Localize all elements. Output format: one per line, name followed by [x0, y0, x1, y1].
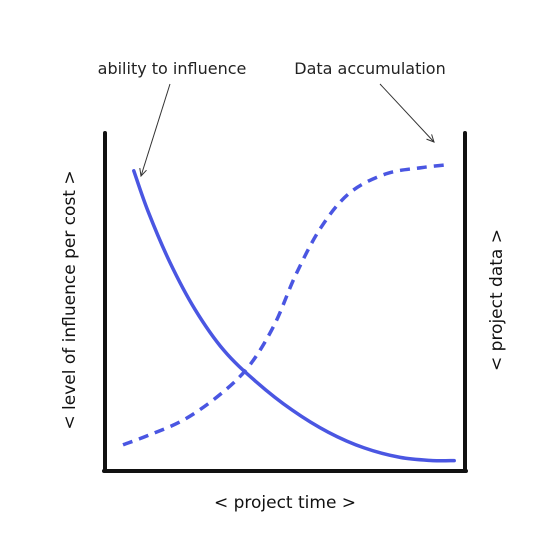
series-line-data-accumulation: [122, 162, 451, 447]
x-axis-label: < project time >: [214, 493, 356, 513]
series-line-ability-to-influence: [132, 169, 456, 463]
annotation-ability-to-influence-text: ability to influence: [98, 59, 247, 78]
annotation-data-accumulation-arrow: [379, 83, 435, 143]
annotations: ability to influence Data accumulation: [98, 59, 446, 178]
axes: [102, 131, 468, 473]
y-axis-label: < level of influence per cost >: [60, 170, 80, 429]
y2-axis-label: < project data >: [487, 229, 507, 371]
annotation-data-accumulation-text: Data accumulation: [294, 59, 445, 78]
series-layer: [122, 162, 456, 463]
annotation-ability-to-influence-arrowhead: [139, 168, 147, 178]
annotation-ability-to-influence-arrow: [140, 83, 171, 177]
axis-labels: < project time > < level of influence pe…: [60, 170, 507, 513]
annotation-data-accumulation-arrowhead: [426, 134, 435, 143]
